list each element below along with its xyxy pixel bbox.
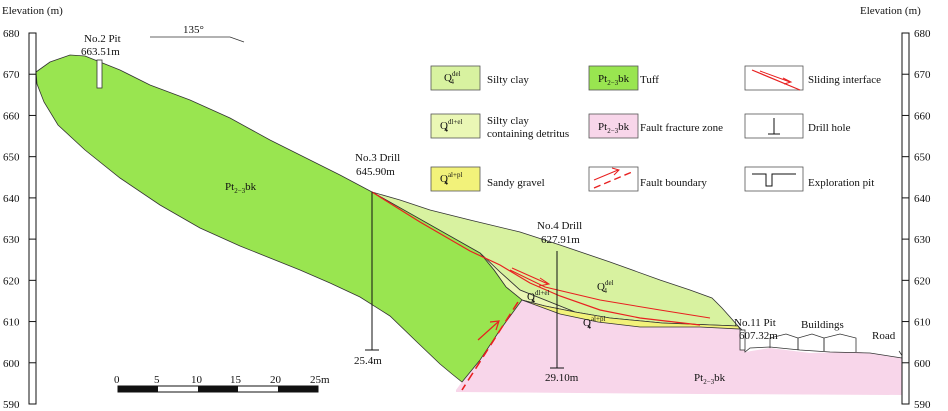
legend-sandy-gravel: Sandy gravel	[487, 177, 545, 189]
buildings-label: Buildings	[801, 319, 844, 331]
left-tick-label: 640	[3, 193, 20, 205]
right-tick-label: 590	[914, 399, 931, 411]
legend-swatch-tuff-code: Pt2−3bk	[598, 73, 630, 87]
right-tick-label: 640	[914, 193, 931, 205]
left-tick-label: 590	[3, 399, 20, 411]
right-tick-label: 660	[914, 110, 931, 122]
legend-swatch-pit	[744, 166, 804, 192]
orientation-label: 135°	[183, 24, 204, 36]
scale-label-5: 5	[154, 374, 160, 386]
legend-tuff: Tuff	[640, 74, 659, 86]
legend-swatch-sandy-gravel	[430, 166, 481, 192]
legend: Qdel 4 Silty clay Qdl+el 4 Silty clay cont…	[430, 65, 881, 192]
legend-swatch-tuff	[588, 65, 639, 91]
left-axis-ticks: 680 670 660 650 640 630 620 610 600 590	[3, 28, 36, 411]
scale-label-10: 10	[191, 374, 203, 386]
drill-no4	[550, 251, 564, 369]
pit-no11-name: No.11 Pit	[734, 317, 776, 329]
scale-label-0: 0	[114, 374, 120, 386]
unit-label-fault-zone: Pt2−3bk	[694, 372, 726, 386]
drill-no3-depth: 25.4m	[354, 355, 382, 367]
legend-fault-zone: Fault fracture zone	[640, 122, 723, 134]
sliding-interface-upper	[509, 269, 711, 319]
left-tick-label: 660	[3, 110, 20, 122]
left-tick-label: 630	[3, 234, 20, 246]
pit-no2-name: No.2 Pit	[84, 33, 121, 45]
drill-no3-elev: 645.90m	[356, 166, 395, 178]
legend-sliding: Sliding interface	[808, 74, 881, 86]
left-tick-label: 680	[3, 28, 20, 40]
legend-pit: Exploration pit	[808, 177, 874, 189]
legend-swatch-detritus	[430, 113, 481, 139]
left-tick-label: 610	[3, 317, 20, 329]
pit-no11	[739, 329, 746, 351]
legend-fault-boundary: Fault boundary	[640, 177, 707, 189]
sliding-interface	[371, 191, 701, 326]
legend-swatch-silty-clay	[430, 65, 481, 91]
drill-no4-elev: 627.91m	[541, 234, 580, 246]
road-label: Road	[872, 330, 896, 342]
right-tick-label: 630	[914, 234, 931, 246]
buildings-icon	[769, 333, 857, 352]
right-tick-label: 610	[914, 317, 931, 329]
unit-label-tuff: Pt2−3bk	[225, 181, 257, 195]
legend-swatch-sliding	[744, 65, 804, 91]
right-tick-label: 680	[914, 28, 931, 40]
legend-swatch-fault-zone-code: Pt2−3bk	[598, 121, 630, 135]
fault-arrow	[477, 320, 500, 341]
left-tick-label: 600	[3, 358, 20, 370]
fault-fracture-zone-body	[456, 300, 902, 395]
pit-no2-elev: 663.51m	[81, 46, 120, 58]
legend-detritus-line1: Silty clay	[487, 115, 529, 127]
pit-no2	[96, 59, 103, 89]
unit-label-silty-clay: Qdel 4	[597, 279, 614, 295]
left-tick-label: 650	[3, 152, 20, 164]
right-axis-ticks: 680 670 660 650 640 630 620 610 600 590	[902, 28, 931, 411]
legend-swatch-silty-clay-code: Qdel 4	[444, 70, 461, 86]
tuff-body	[35, 54, 523, 383]
drill-no3-name: No.3 Drill	[355, 152, 400, 164]
legend-swatch-detritus-code: Qdl+el 4	[440, 118, 462, 134]
scale-label-15: 15	[230, 374, 242, 386]
right-axis-title: Elevation (m)	[860, 5, 921, 17]
legend-swatch-sandy-gravel-code: Qal+pl 4	[440, 171, 462, 187]
drill-no4-name: No.4 Drill	[537, 220, 582, 232]
sliding-arrow-1	[511, 267, 551, 287]
scale-bar	[117, 385, 319, 393]
left-tick-label: 620	[3, 275, 20, 287]
left-tick-label: 670	[3, 69, 20, 81]
pit-no11-elev: 607.32m	[739, 330, 778, 342]
scale-label-20: 20	[270, 374, 282, 386]
drill-no3	[365, 192, 379, 351]
right-axis	[901, 32, 910, 405]
fault-boundary	[461, 301, 519, 391]
right-tick-label: 620	[914, 275, 931, 287]
drill-no4-depth: 29.10m	[545, 372, 579, 384]
legend-swatch-fault-zone	[588, 113, 639, 139]
left-axis-title: Elevation (m)	[2, 5, 63, 17]
orientation-arrow	[150, 36, 245, 43]
scale-label-25m: 25m	[310, 374, 330, 386]
legend-detritus-line2: containing detritus	[487, 128, 569, 140]
right-tick-label: 650	[914, 152, 931, 164]
right-tick-label: 670	[914, 69, 931, 81]
legend-silty-clay: Silty clay	[487, 74, 529, 86]
legend-drill-hole: Drill hole	[808, 122, 851, 134]
right-tick-label: 600	[914, 358, 931, 370]
unit-label-detritus: Qdl+el 4	[527, 289, 549, 305]
unit-label-sandy-gravel: Qal+pl 4	[583, 315, 605, 331]
left-axis	[28, 32, 37, 405]
